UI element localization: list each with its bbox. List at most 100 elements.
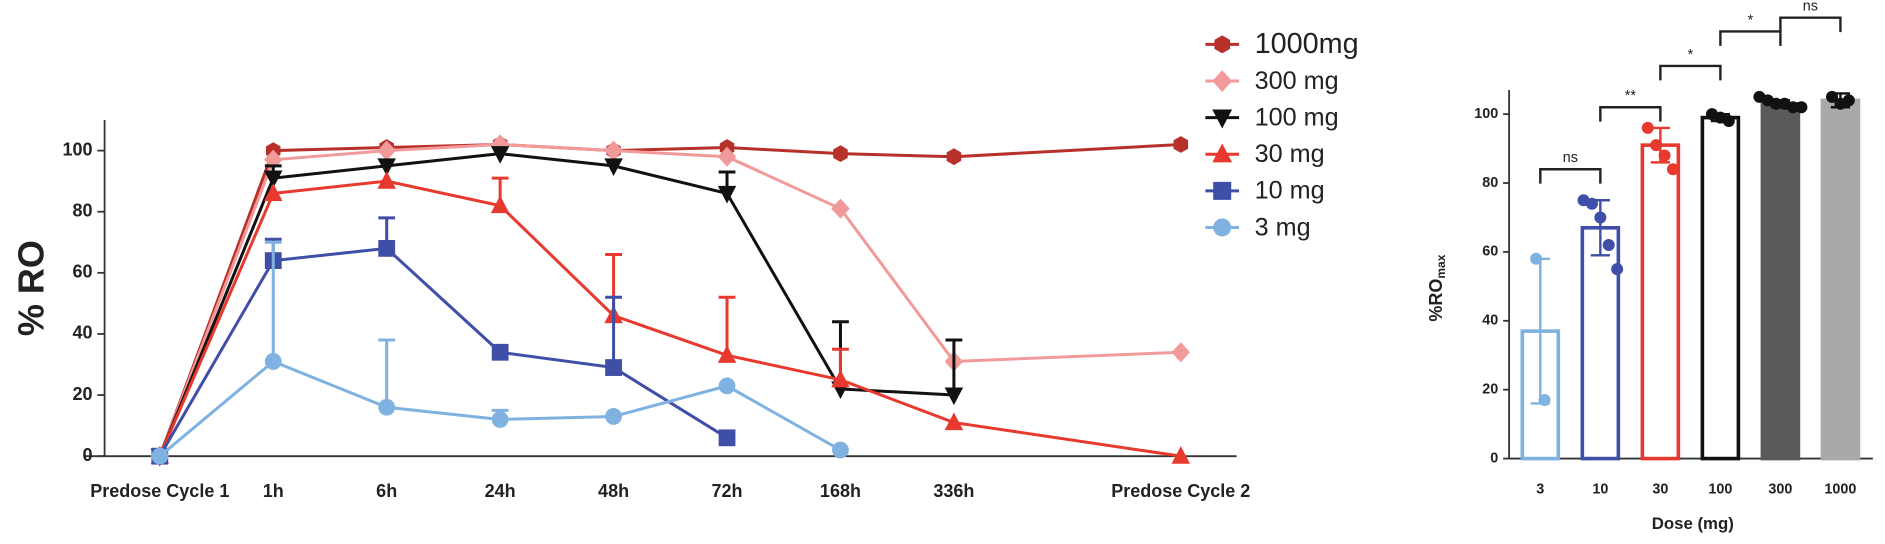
error-bar — [945, 338, 963, 396]
y-axis-title: % RO — [10, 240, 51, 336]
legend-label: 1000mg — [1255, 28, 1359, 60]
data-point — [1842, 94, 1855, 107]
x-axis-title: Dose (mg) — [1652, 514, 1734, 533]
data-point — [1641, 121, 1654, 134]
marker — [490, 146, 510, 164]
series-line — [158, 142, 1181, 457]
marker — [944, 412, 964, 431]
data-point — [1770, 97, 1783, 110]
x-tick-label: 10 — [1592, 482, 1608, 498]
marker — [718, 377, 736, 395]
data-point — [1658, 149, 1671, 162]
series-line — [158, 179, 1182, 458]
error-bar — [605, 295, 622, 368]
legend-label: 30 mg — [1255, 140, 1325, 168]
marker — [490, 134, 510, 155]
data-point — [1611, 263, 1624, 276]
significance-label: * — [1688, 47, 1694, 63]
y-tick-label: 100 — [63, 139, 93, 159]
data-point — [1650, 139, 1663, 152]
significance-bracket — [1659, 64, 1722, 81]
marker — [490, 195, 510, 214]
x-tick-label: 336h — [933, 481, 974, 501]
marker — [377, 158, 396, 176]
marker — [264, 183, 283, 201]
marker — [378, 239, 396, 257]
error-bar — [378, 338, 396, 408]
significance-bracket — [1599, 106, 1662, 122]
bar — [1760, 102, 1801, 461]
significance-label: ** — [1625, 88, 1637, 104]
y-tick-label: 60 — [73, 262, 93, 282]
y-tick-label: 80 — [73, 200, 93, 220]
series-line — [158, 152, 954, 457]
significance-label: ns — [1563, 150, 1578, 166]
marker — [491, 343, 509, 361]
x-tick-label: 100 — [1708, 482, 1732, 498]
marker — [604, 158, 623, 176]
x-tick-label: 30 — [1652, 482, 1668, 498]
marker — [491, 411, 509, 428]
series-line — [158, 142, 1181, 457]
x-tick-label: Predose Cycle 2 — [1111, 481, 1250, 501]
data-point — [1602, 239, 1615, 252]
x-tick-label: 300 — [1768, 482, 1792, 498]
marker — [832, 441, 849, 459]
data-point — [1795, 101, 1808, 114]
bar — [1640, 143, 1681, 461]
marker — [377, 171, 396, 189]
y-tick-label: 100 — [1474, 106, 1498, 122]
significance-bracket — [1539, 168, 1602, 184]
marker — [151, 447, 169, 465]
marker — [717, 345, 737, 363]
y-axis-title-main: %RO — [1426, 279, 1446, 322]
marker — [604, 140, 623, 161]
data-point — [1826, 90, 1839, 103]
y-tick-label: 40 — [1482, 313, 1498, 329]
y-axis-title-sub: max — [1434, 254, 1448, 278]
y-tick-label: 20 — [1482, 381, 1498, 397]
bar — [1820, 98, 1861, 461]
x-tick-label: 72h — [712, 481, 743, 501]
legend-label: 3 mg — [1255, 213, 1311, 241]
marker — [717, 185, 737, 204]
marker — [264, 170, 283, 189]
data-point — [1594, 211, 1607, 224]
significance-label: * — [1748, 12, 1754, 28]
y-tick-label: 0 — [1490, 450, 1498, 466]
x-tick-label: 6h — [376, 481, 397, 501]
marker — [605, 359, 622, 376]
marker — [1171, 446, 1191, 464]
legend-label: 300 mg — [1255, 67, 1339, 95]
marker — [1171, 342, 1191, 363]
bar — [1580, 226, 1621, 461]
series-line — [158, 246, 728, 457]
x-tick-label: 48h — [598, 481, 629, 501]
marker — [605, 408, 622, 425]
x-tick-label: 168h — [820, 481, 861, 501]
y-tick-label: 60 — [1482, 244, 1498, 260]
significance-bracket — [1779, 16, 1842, 33]
x-tick-label: 1000 — [1824, 482, 1856, 498]
y-axis-title: %ROmax — [1426, 254, 1448, 321]
data-point — [1787, 101, 1800, 114]
marker — [833, 145, 848, 163]
y-tick-label: 0 — [83, 445, 93, 465]
error-bar — [264, 240, 282, 362]
marker — [944, 387, 964, 406]
data-point — [1538, 394, 1551, 407]
data-point — [1666, 163, 1679, 176]
marker — [718, 429, 736, 447]
y-tick-label: 40 — [73, 323, 93, 343]
data-point — [1722, 115, 1735, 128]
marker — [1173, 136, 1189, 153]
marker — [831, 369, 850, 388]
bar — [1700, 115, 1741, 461]
x-tick-label: 3 — [1536, 482, 1544, 498]
marker — [946, 148, 962, 166]
marker — [264, 353, 282, 370]
x-tick-label: 24h — [485, 481, 516, 501]
x-tick-label: 1h — [263, 481, 284, 501]
